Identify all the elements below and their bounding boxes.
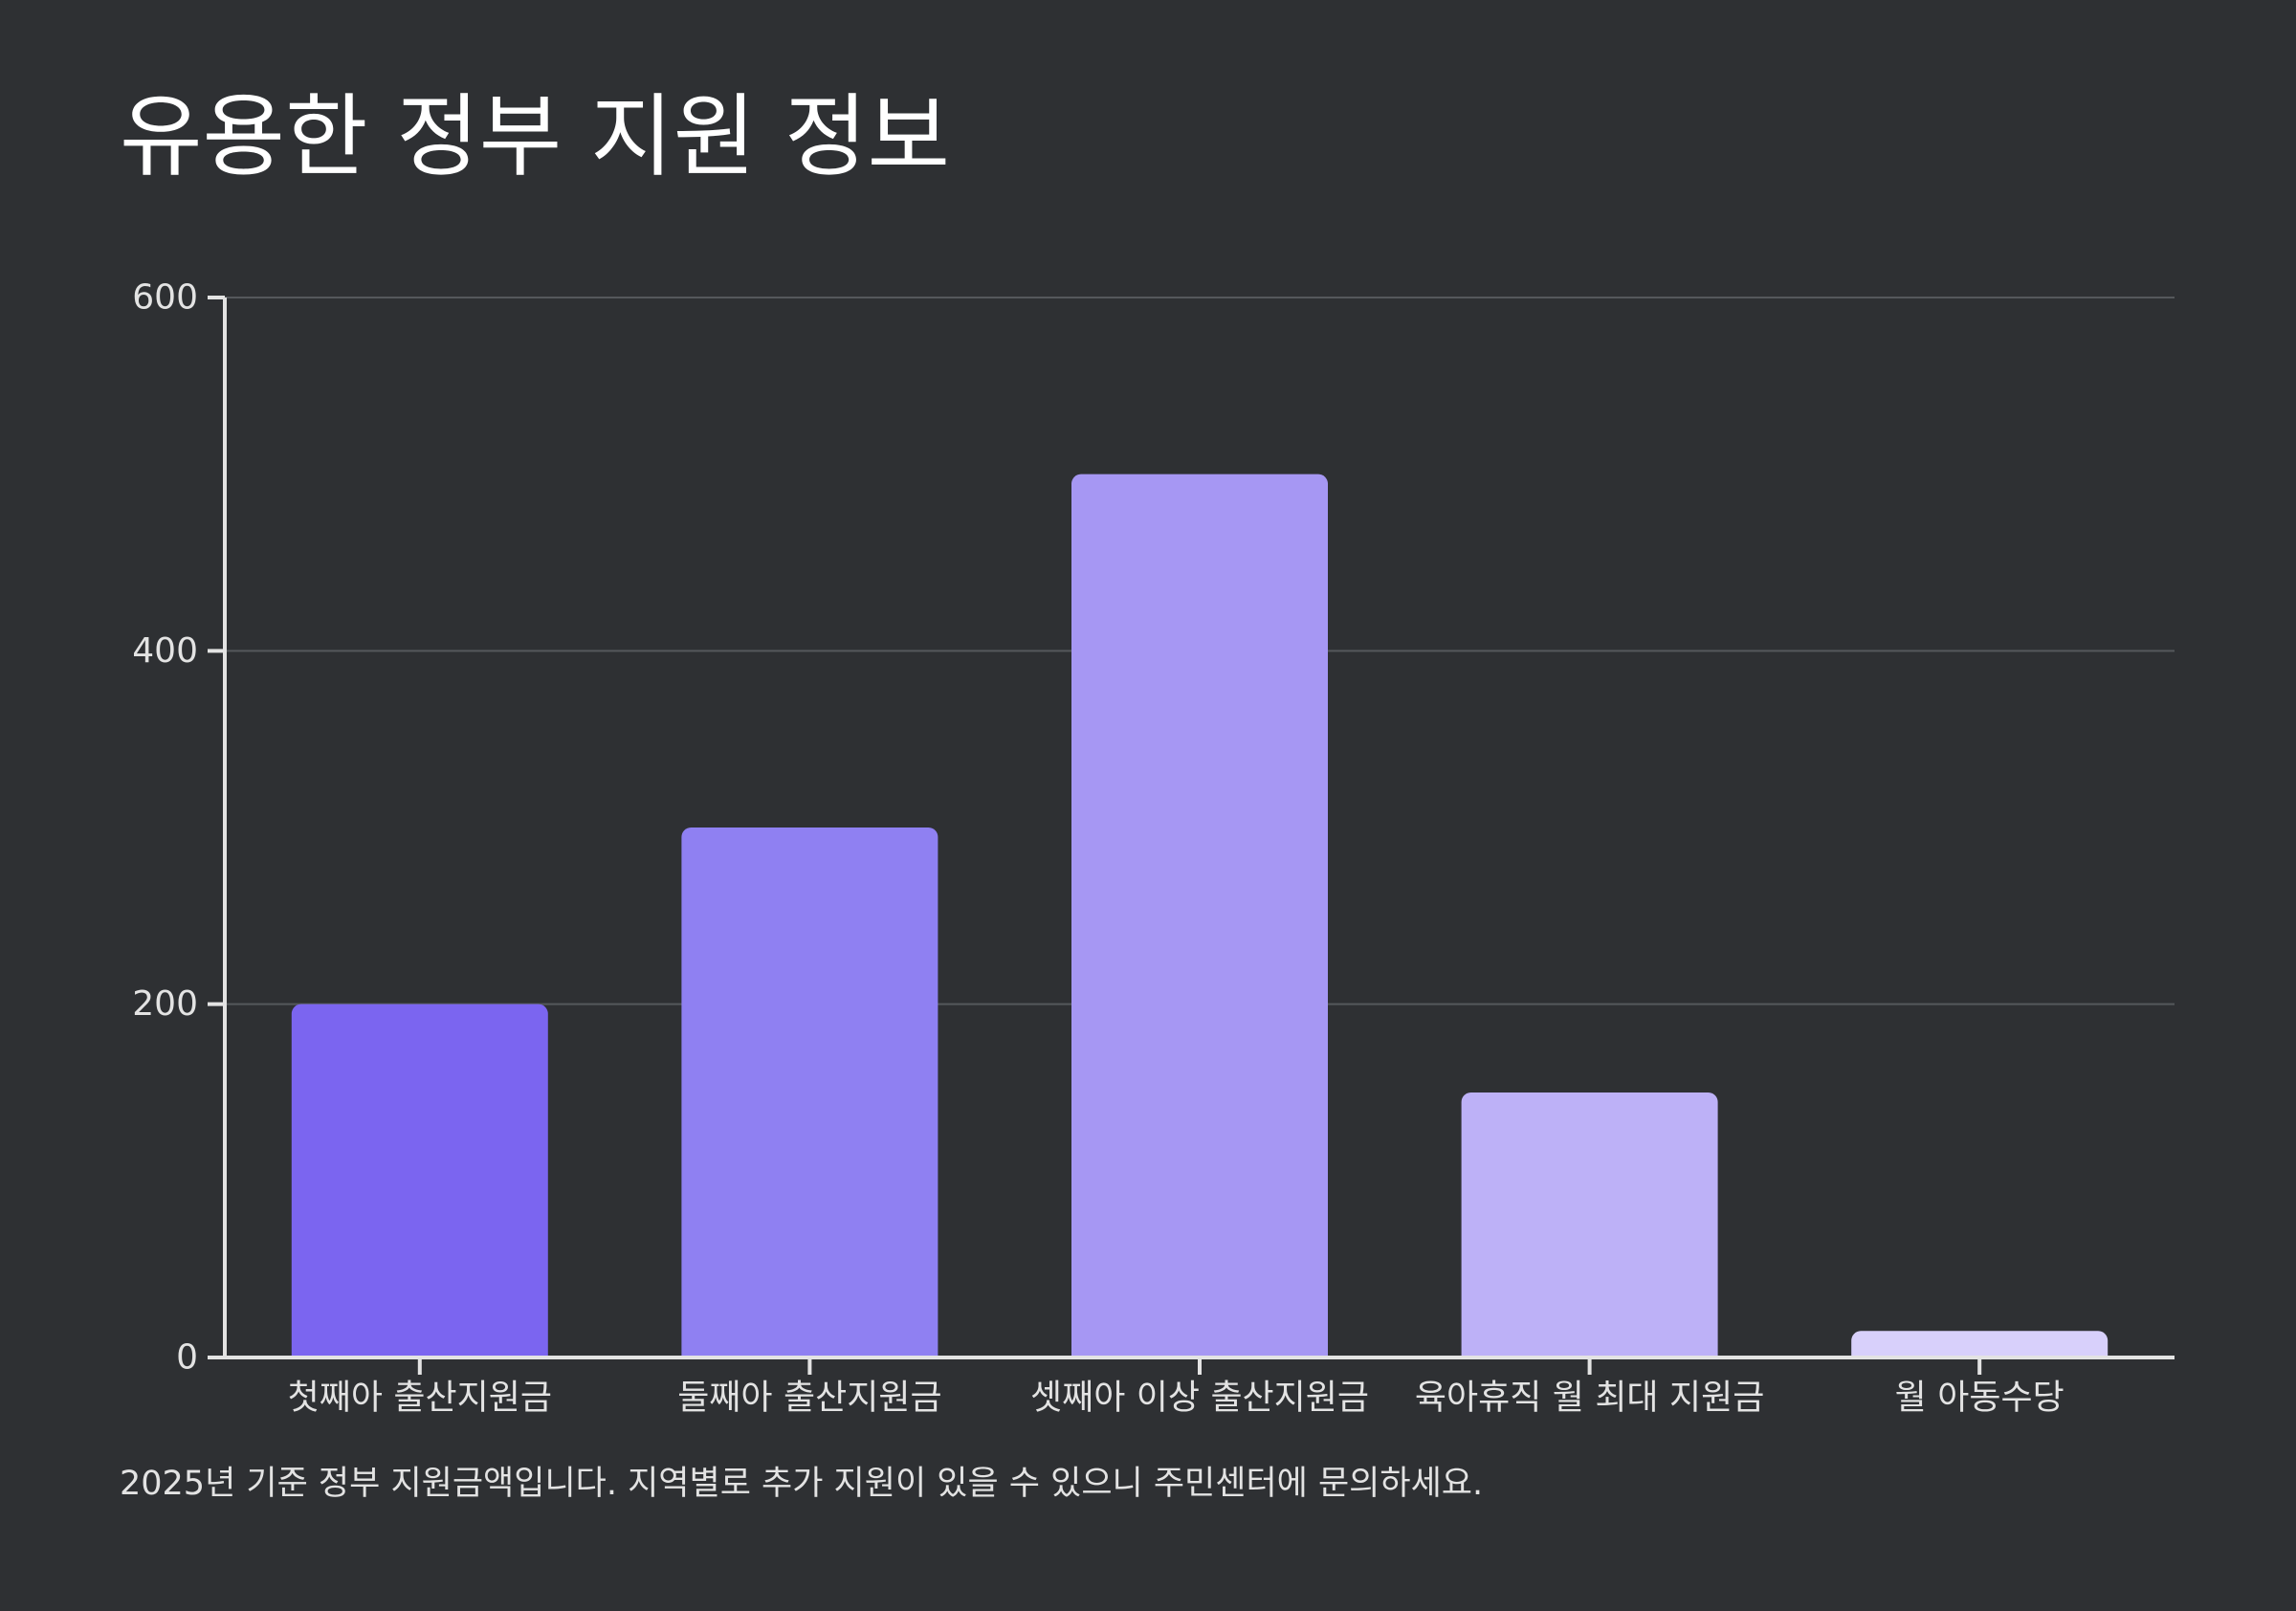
axes: [208, 296, 2175, 1375]
y-tick-label: 600: [132, 278, 198, 318]
bars: [291, 474, 2108, 1357]
chart-title: 유용한 정부 지원 정보: [120, 85, 950, 189]
bar: [1461, 1092, 1718, 1357]
y-tick-label: 400: [132, 631, 198, 671]
chart-footnote: 2025년 기준 정부 지원금액입니다. 지역별로 추가 지원이 있을 수 있으…: [120, 1465, 1484, 1503]
y-tick-label: 0: [176, 1338, 198, 1378]
bar: [681, 828, 938, 1357]
x-category-label: 셋째아 이상 출산지원금: [1030, 1379, 1369, 1418]
x-category-label: 육아휴직 월 최대 지원금: [1415, 1379, 1765, 1418]
bar: [291, 1004, 548, 1357]
x-category-label: 둘째아 출산지원금: [677, 1379, 941, 1418]
x-category-label: 월 아동수당: [1895, 1379, 2064, 1418]
labels: 0 200 400 600 첫째아 출산지원금 둘째아 출산지원금 셋째아 이상 출산지원금…: [132, 278, 2064, 1418]
x-category-label: 첫째아 출산지원금: [288, 1379, 552, 1418]
bar: [1851, 1331, 2108, 1357]
y-tick-label: 200: [132, 984, 198, 1024]
bar: [1071, 474, 1328, 1357]
